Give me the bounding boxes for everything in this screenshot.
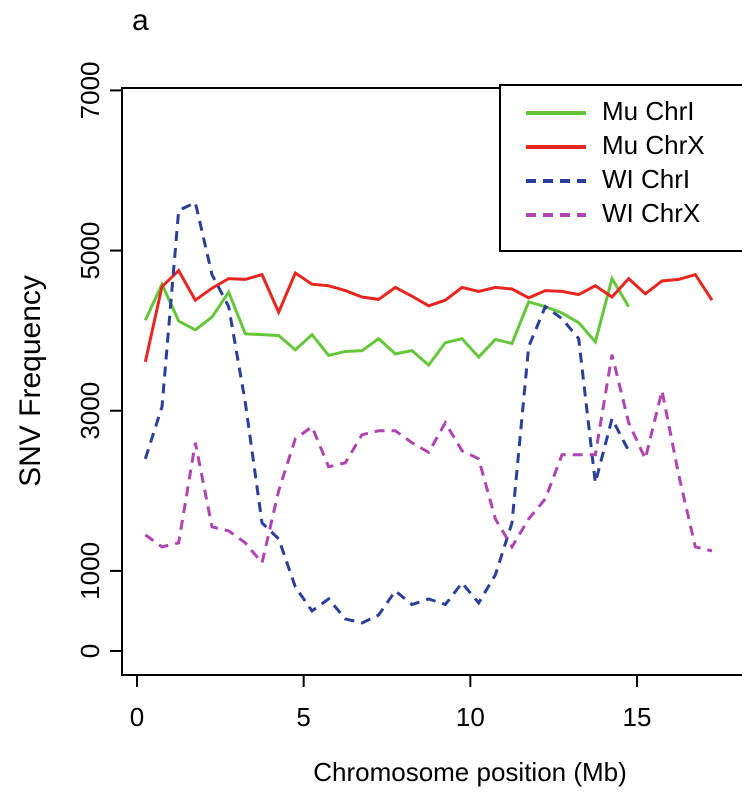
y-tick-label: 1000: [75, 542, 105, 600]
series-line: [143, 268, 714, 363]
y-tick-label: 5000: [75, 222, 105, 280]
x-tick-label: 5: [296, 702, 310, 732]
plot-frame: [121, 87, 742, 676]
series-line: [143, 200, 630, 625]
y-tick-label: 3000: [75, 382, 105, 440]
x-tick-label: 15: [623, 702, 652, 732]
legend-label: WI ChrI: [602, 164, 690, 194]
y-tick-label: 0: [75, 644, 105, 658]
legend-label: WI ChrX: [602, 198, 700, 228]
y-tick-label: 7000: [75, 61, 105, 119]
panel-label: a: [132, 4, 149, 37]
x-tick-label: 10: [456, 702, 485, 732]
legend-label: Mu ChrX: [602, 130, 705, 160]
y-axis-label: SNV Frequency: [14, 275, 47, 487]
x-tick-label: 0: [130, 702, 144, 732]
x-axis-label: Chromosome position (Mb): [313, 757, 627, 787]
series-line: [143, 274, 630, 368]
legend-label: Mu ChrI: [602, 96, 694, 126]
series-line: [144, 354, 713, 567]
